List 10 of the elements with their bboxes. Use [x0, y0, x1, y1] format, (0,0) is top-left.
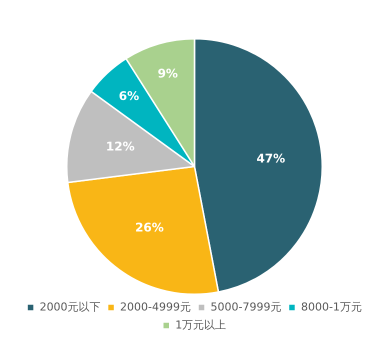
legend-label: 1万元以上 [175, 318, 226, 332]
data-label: 26% [135, 220, 164, 235]
data-label: 6% [118, 88, 140, 103]
legend-label: 5000-7999元 [210, 300, 282, 314]
legend-label: 2000元以下 [40, 300, 101, 314]
data-label: 12% [106, 140, 135, 154]
data-label: 47% [256, 151, 286, 166]
legend-label: 2000-4999元 [120, 300, 192, 314]
legend-label: 8000-1万元 [300, 300, 362, 314]
data-label: 9% [158, 66, 178, 81]
